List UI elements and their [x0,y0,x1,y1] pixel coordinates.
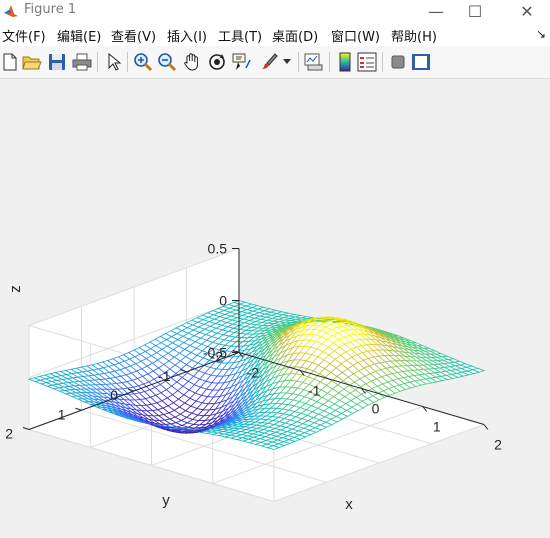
y-tick-label: 1 [58,406,66,422]
menu-desktop[interactable]: 桌面(D) [272,30,319,45]
zoom-in-icon[interactable] [133,52,153,72]
x-tick-mark [299,370,305,376]
rotate-3d-icon[interactable] [207,52,227,72]
menu-bar: 文件(F) 编辑(E) 查看(V) 插入(I) 工具(T) 桌面(D) 窗口(W… [0,22,550,46]
y-tick-label: -1 [158,368,171,384]
x-tick-label: -1 [308,383,321,399]
data-cursor-icon[interactable] [232,52,252,72]
print-icon[interactable] [72,52,92,72]
matlab-logo-icon [4,5,18,17]
toolbar-separator [329,52,330,72]
y-tick-mark [22,427,30,430]
z-tick-label: -0.5 [203,345,227,361]
maximize-icon: ☐ [467,1,483,21]
x-tick-label: 0 [372,401,380,417]
grid-line [28,429,275,502]
z-axis-label: z [7,285,24,293]
y-tick-label: 2 [5,426,13,442]
window-title: Figure 1 [24,2,77,17]
hide-plot-tools-icon[interactable] [388,52,408,72]
menu-help[interactable]: 帮助(H) [391,30,437,45]
menu-edit[interactable]: 编辑(E) [57,30,102,45]
insert-legend-icon[interactable] [357,52,377,72]
toolbar-separator [127,52,128,72]
z-tick-label: 0 [219,293,227,309]
z-tick-label: 0.5 [208,241,228,257]
close-button[interactable]: ✕ [504,0,550,22]
select-arrow-icon[interactable] [104,52,124,72]
new-figure-icon[interactable] [0,52,20,72]
x-tick-label: 2 [494,437,502,453]
grid-line [81,409,327,483]
y-tick-mark [180,369,187,373]
x-tick-mark [483,424,489,430]
menu-overflow-icon[interactable]: ↘ [535,27,546,41]
show-plot-tools-icon[interactable] [411,52,431,72]
grid-line [28,248,240,326]
x-tick-label: -2 [247,365,260,381]
toolbar-separator [97,52,98,72]
menu-file[interactable]: 文件(F) [2,30,46,45]
menu-view[interactable]: 查看(V) [111,30,157,45]
mesh-cell [179,432,191,434]
zoom-out-icon[interactable] [157,52,177,72]
y-tick-label: 0 [110,387,118,403]
y-tick-mark [127,388,135,392]
surface-plot[interactable]: -2 -1 0 1 2 -2 -1 0 1 2 -0.5 0 0.5 x y z [0,79,550,538]
maximize-button[interactable]: ☐ [452,0,498,22]
x-tick-label: 1 [433,419,441,435]
minimize-button[interactable]: — [413,0,459,22]
y-tick-label: -2 [211,349,224,365]
grid-line [273,424,485,502]
toolbar-separator [298,52,299,72]
x-axis-label: x [345,496,353,513]
insert-colorbar-icon[interactable] [335,52,355,72]
close-icon: ✕ [520,1,534,21]
y-tick-mark [75,407,82,411]
x-tick-mark [361,388,366,394]
toolbar [0,46,550,79]
grid-line [28,300,240,378]
menu-window[interactable]: 窗口(W) [331,30,380,45]
mesh-cell [266,445,281,450]
x-tick-mark [422,406,428,412]
title-bar: Figure 1 — ☐ ✕ [0,0,550,22]
brush-dropdown-icon[interactable] [281,52,293,72]
save-icon[interactable] [47,52,67,72]
brush-icon[interactable] [259,52,279,72]
toolbar-separator [382,52,383,72]
open-file-icon[interactable] [22,52,42,72]
menu-insert[interactable]: 插入(I) [167,30,207,45]
link-plot-icon[interactable] [303,52,323,72]
x-tick-mark [238,352,244,358]
grid-line [212,406,423,484]
menu-tools[interactable]: 工具(T) [218,30,263,45]
figure-canvas[interactable]: -2 -1 0 1 2 -2 -1 0 1 2 -0.5 0 0.5 x y z [0,79,550,538]
minimize-icon: — [428,1,444,21]
pan-hand-icon[interactable] [182,52,202,72]
y-axis-label: y [162,492,170,509]
